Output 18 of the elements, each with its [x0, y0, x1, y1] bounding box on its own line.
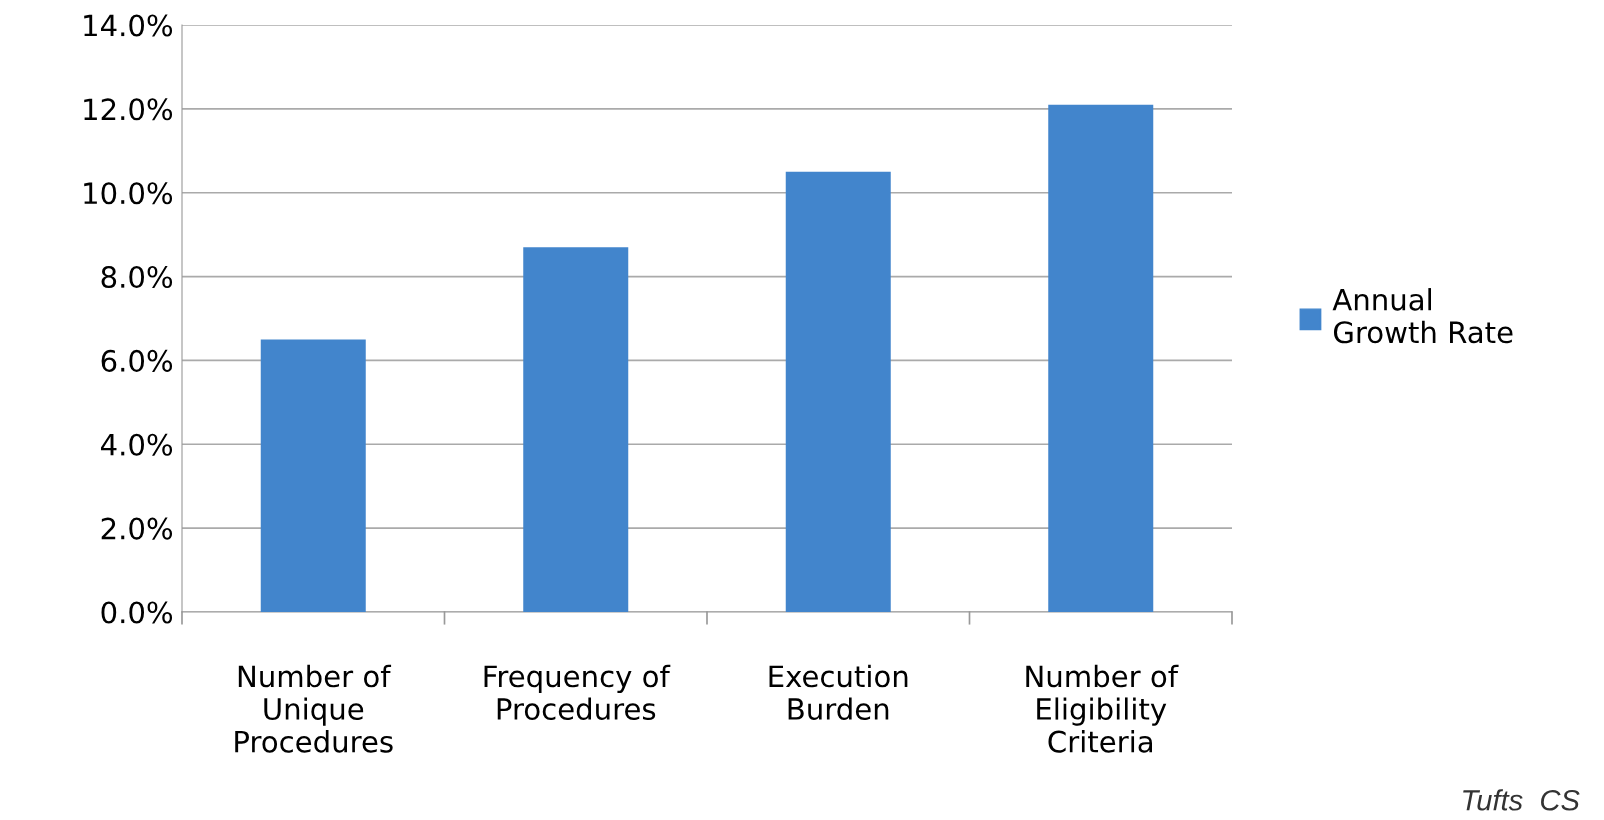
x-tick-label: Frequency of Procedures — [484, 664, 671, 721]
y-tick-label: 8.0% — [101, 266, 173, 289]
bar — [260, 339, 366, 612]
bar — [1048, 104, 1154, 612]
x-tick-label: Execution Burden — [769, 664, 908, 721]
y-tick-label: 14.0% — [84, 14, 173, 37]
x-tick-label: Number of Eligibility Criteria — [1026, 664, 1179, 753]
y-tick-label: 2.0% — [101, 517, 173, 540]
bar — [785, 171, 891, 612]
y-tick-label: 10.0% — [84, 182, 173, 205]
x-tick-label: Number of Unique Procedures — [235, 664, 393, 753]
y-tick-label: 0.0% — [101, 601, 173, 624]
legend-label: Annual Growth Rate — [1332, 288, 1513, 344]
bar — [523, 247, 629, 612]
y-tick-label: 12.0% — [84, 98, 173, 121]
y-tick-label: 6.0% — [101, 349, 173, 372]
y-tick-label: 4.0% — [101, 433, 173, 456]
text: Tufts CS — [1463, 789, 1580, 811]
